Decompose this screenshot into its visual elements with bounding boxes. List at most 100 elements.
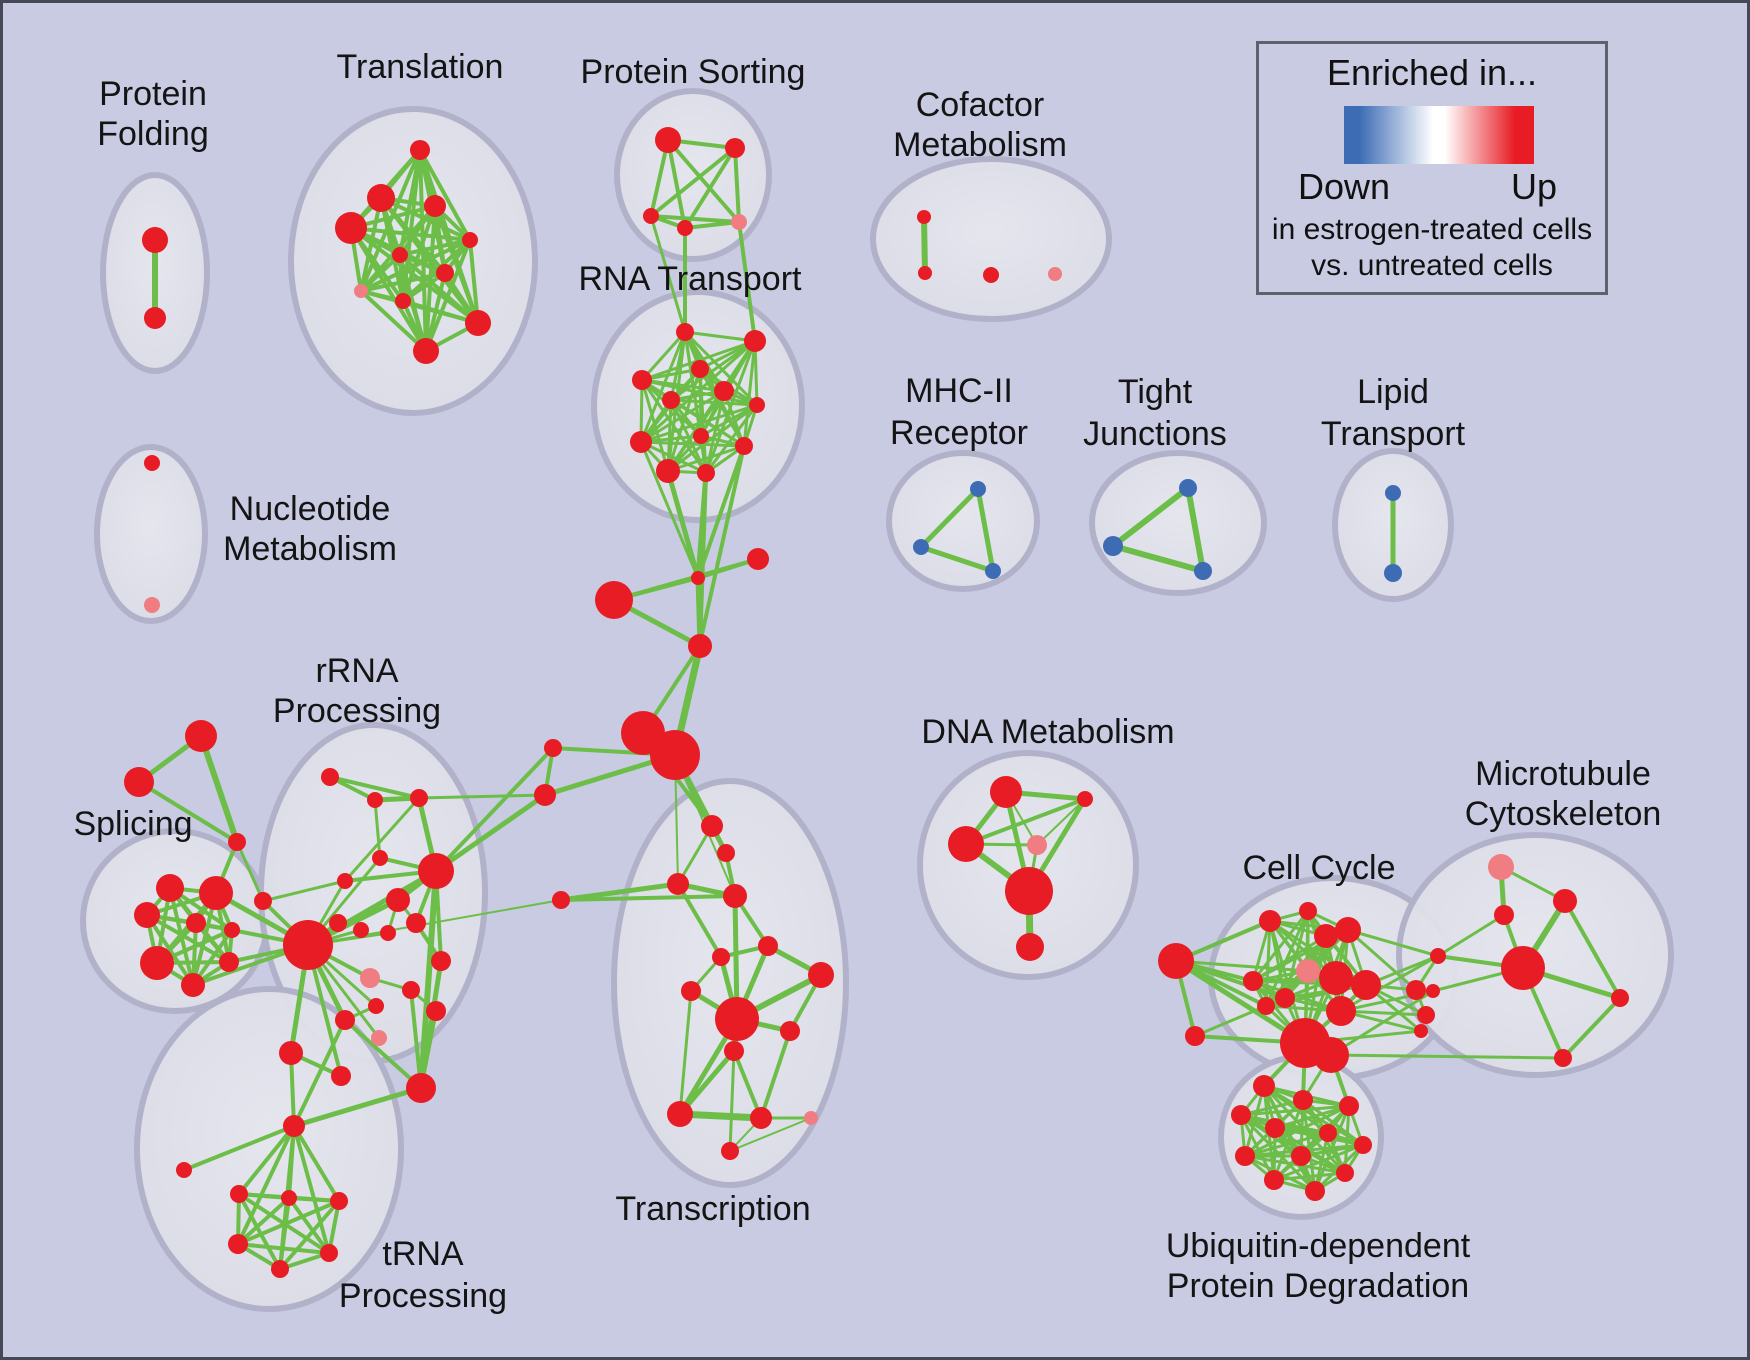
node-u4[interactable] bbox=[1231, 1105, 1251, 1125]
node-cc13[interactable] bbox=[1417, 1006, 1435, 1024]
node-cc3[interactable] bbox=[1299, 902, 1317, 920]
node-t7[interactable] bbox=[320, 1244, 338, 1262]
node-d1[interactable] bbox=[990, 776, 1022, 808]
node-rr3[interactable] bbox=[410, 789, 428, 807]
node-tr6[interactable] bbox=[392, 247, 408, 263]
node-rr4[interactable] bbox=[372, 850, 388, 866]
node-u7[interactable] bbox=[1235, 1146, 1255, 1166]
node-st1[interactable] bbox=[185, 720, 217, 752]
node-tr1[interactable] bbox=[410, 140, 430, 160]
node-rt10[interactable] bbox=[735, 437, 753, 455]
node-cc16[interactable] bbox=[1185, 1026, 1205, 1046]
node-j2[interactable] bbox=[747, 548, 769, 570]
node-cc4[interactable] bbox=[1314, 924, 1338, 948]
node-rr18[interactable] bbox=[371, 1030, 387, 1046]
node-u12[interactable] bbox=[1305, 1181, 1325, 1201]
node-u1[interactable] bbox=[1253, 1075, 1275, 1097]
node-x12[interactable] bbox=[724, 1041, 744, 1061]
node-sp1[interactable] bbox=[156, 874, 184, 902]
node-nm2[interactable] bbox=[144, 597, 160, 613]
node-rt11[interactable] bbox=[656, 459, 680, 483]
node-tr5[interactable] bbox=[462, 232, 478, 248]
node-mh3[interactable] bbox=[985, 563, 1001, 579]
node-st2[interactable] bbox=[124, 767, 154, 797]
node-st3[interactable] bbox=[228, 833, 246, 851]
node-rt12[interactable] bbox=[697, 464, 715, 482]
node-x11[interactable] bbox=[780, 1021, 800, 1041]
node-j1[interactable] bbox=[691, 571, 705, 585]
node-lt1[interactable] bbox=[1385, 485, 1401, 501]
node-mh2[interactable] bbox=[913, 539, 929, 555]
node-cc7[interactable] bbox=[1319, 961, 1353, 995]
node-h2[interactable] bbox=[650, 730, 700, 780]
node-rr1[interactable] bbox=[321, 768, 339, 786]
node-cc5[interactable] bbox=[1335, 917, 1361, 943]
node-cc9[interactable] bbox=[1275, 988, 1295, 1008]
node-tj2[interactable] bbox=[1103, 536, 1123, 556]
node-lt2[interactable] bbox=[1384, 564, 1402, 582]
node-x6[interactable] bbox=[712, 948, 730, 966]
node-b1[interactable] bbox=[544, 739, 562, 757]
node-mh1[interactable] bbox=[970, 481, 986, 497]
node-cc12[interactable] bbox=[1406, 980, 1426, 1000]
node-cc15b[interactable] bbox=[1313, 1037, 1349, 1073]
node-cf2[interactable] bbox=[918, 266, 932, 280]
node-cc11[interactable] bbox=[1326, 996, 1356, 1026]
node-cc14[interactable] bbox=[1414, 1024, 1428, 1038]
node-rr13[interactable] bbox=[360, 968, 380, 988]
node-rr5[interactable] bbox=[337, 873, 353, 889]
node-rt4[interactable] bbox=[632, 370, 652, 390]
node-cc0[interactable] bbox=[1158, 943, 1194, 979]
node-x2[interactable] bbox=[717, 844, 735, 862]
node-rt9[interactable] bbox=[630, 431, 652, 453]
node-rr11[interactable] bbox=[406, 913, 426, 933]
node-x3[interactable] bbox=[667, 873, 689, 895]
node-pf1[interactable] bbox=[142, 227, 168, 253]
node-b3[interactable] bbox=[552, 891, 570, 909]
node-j4[interactable] bbox=[688, 634, 712, 658]
node-x13[interactable] bbox=[667, 1101, 693, 1127]
node-cc2[interactable] bbox=[1259, 910, 1281, 932]
node-rt1[interactable] bbox=[676, 323, 694, 341]
node-cc6[interactable] bbox=[1296, 959, 1320, 983]
node-tr7[interactable] bbox=[436, 264, 454, 282]
node-u5[interactable] bbox=[1265, 1118, 1285, 1138]
node-rt6[interactable] bbox=[662, 391, 680, 409]
node-ps4[interactable] bbox=[677, 220, 693, 236]
node-m3[interactable] bbox=[1494, 905, 1514, 925]
node-sp5[interactable] bbox=[224, 922, 240, 938]
node-u10[interactable] bbox=[1336, 1164, 1354, 1182]
node-u9[interactable] bbox=[1354, 1136, 1372, 1154]
node-sp8[interactable] bbox=[219, 952, 239, 972]
node-rr21[interactable] bbox=[279, 1041, 303, 1065]
node-t6[interactable] bbox=[228, 1234, 248, 1254]
node-m2[interactable] bbox=[1553, 889, 1577, 913]
node-pf2[interactable] bbox=[144, 307, 166, 329]
node-tr9[interactable] bbox=[395, 293, 411, 309]
node-sp6[interactable] bbox=[140, 946, 174, 980]
node-nm1[interactable] bbox=[144, 455, 160, 471]
node-m6[interactable] bbox=[1426, 984, 1440, 998]
node-x4[interactable] bbox=[723, 884, 747, 908]
node-cc8[interactable] bbox=[1351, 970, 1381, 1000]
node-x14[interactable] bbox=[750, 1107, 772, 1129]
node-ps1[interactable] bbox=[655, 127, 681, 153]
node-u8[interactable] bbox=[1291, 1146, 1311, 1166]
node-m7[interactable] bbox=[1611, 989, 1629, 1007]
node-sp9[interactable] bbox=[254, 892, 272, 910]
node-tr10[interactable] bbox=[465, 310, 491, 336]
node-m5[interactable] bbox=[1501, 946, 1545, 990]
node-cc1[interactable] bbox=[1243, 971, 1263, 991]
node-d4[interactable] bbox=[1027, 835, 1047, 855]
node-cc10[interactable] bbox=[1257, 997, 1275, 1015]
node-ps5[interactable] bbox=[731, 214, 747, 230]
node-tj1[interactable] bbox=[1179, 479, 1197, 497]
node-tr4[interactable] bbox=[335, 212, 367, 244]
node-rt7[interactable] bbox=[749, 397, 765, 413]
node-rr14[interactable] bbox=[402, 981, 420, 999]
node-u11[interactable] bbox=[1264, 1170, 1284, 1190]
node-sp4[interactable] bbox=[186, 913, 206, 933]
node-ps2[interactable] bbox=[725, 138, 745, 158]
node-t1[interactable] bbox=[283, 1115, 305, 1137]
node-rr10[interactable] bbox=[380, 925, 396, 941]
